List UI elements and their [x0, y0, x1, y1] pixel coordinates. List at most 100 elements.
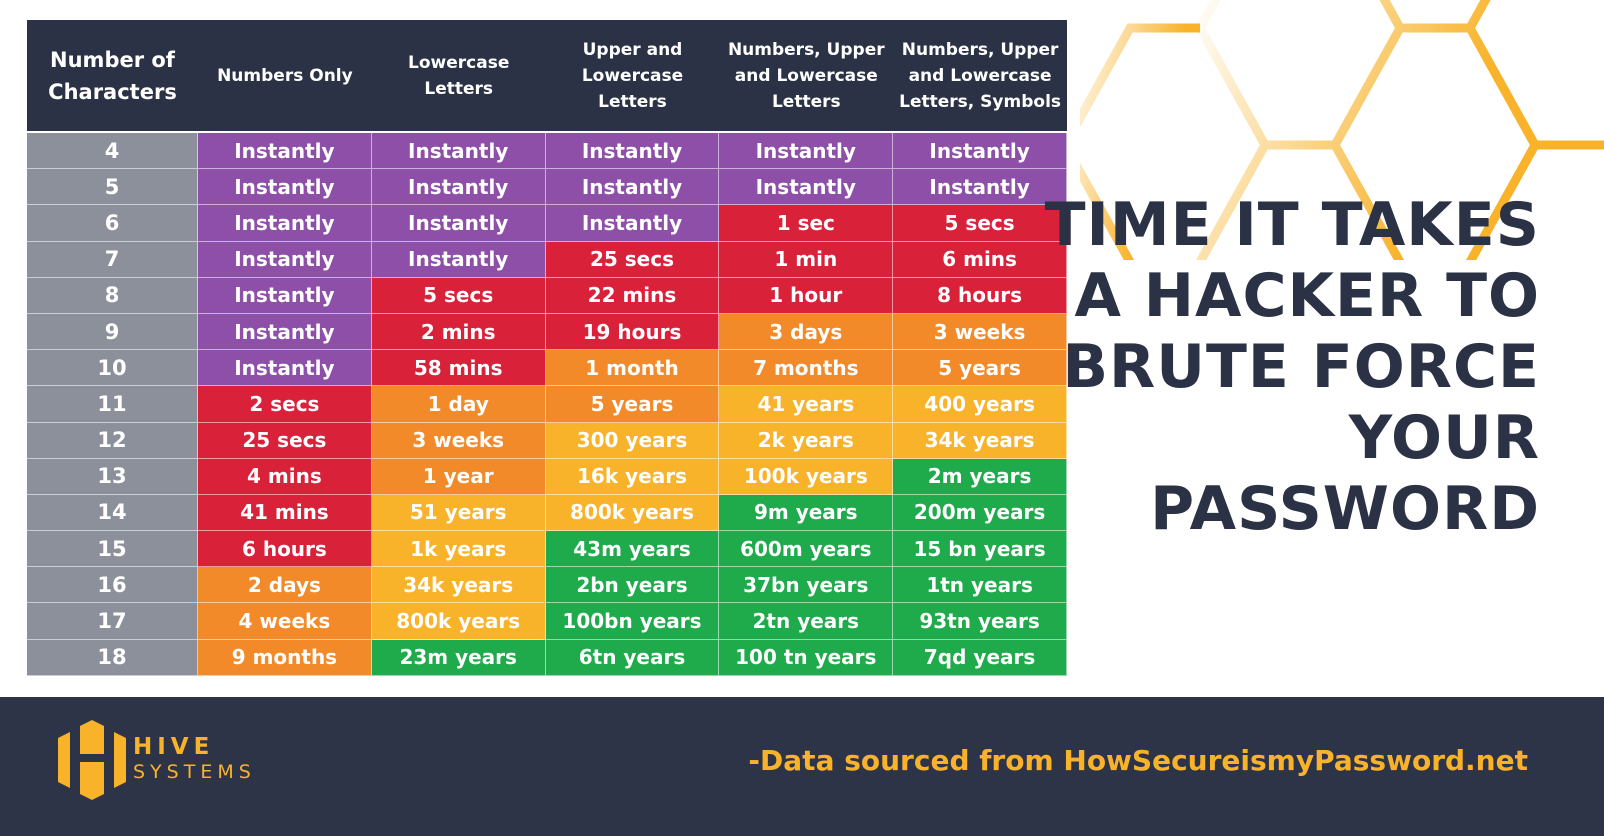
- crack-time-cell: 34k years: [893, 422, 1067, 459]
- crack-time-cell: 100bn years: [545, 603, 720, 640]
- character-count-cell: 18: [27, 639, 198, 676]
- table-body: 4 Instantly Instantly Instantly Instantly Ins…: [27, 133, 1067, 676]
- table-row: 8 Instantly 5 secs 22 mins 1 hour 8 hours: [27, 277, 1067, 314]
- crack-time-cell: 5 years: [545, 386, 720, 423]
- crack-time-cell: Instantly: [893, 169, 1067, 206]
- crack-time-cell: 7qd years: [893, 639, 1067, 676]
- crack-time-cell: 51 years: [371, 494, 546, 532]
- crack-time-cell: Instantly: [719, 169, 894, 206]
- crack-time-cell: 43m years: [545, 531, 720, 568]
- page-title: TIME IT TAKES A HACKER TO BRUTE FORCE YO…: [1045, 190, 1540, 545]
- table-row: 15 6 hours 1k years 43m years 600m years 15 b…: [27, 531, 1067, 568]
- table-row: 13 4 mins 1 year 16k years 100k years 2m year…: [27, 458, 1067, 495]
- character-count-cell: 7: [27, 241, 198, 278]
- character-count-cell: 14: [27, 494, 198, 532]
- crack-time-cell: 1k years: [371, 531, 546, 568]
- crack-time-cell: 25 secs: [545, 241, 720, 278]
- crack-time-cell: 2m years: [893, 458, 1067, 495]
- crack-time-cell: Instantly: [371, 205, 546, 242]
- crack-time-cell: Instantly: [198, 350, 372, 387]
- character-count-cell: 16: [27, 567, 198, 604]
- crack-time-cell: 4 weeks: [198, 603, 372, 640]
- password-table: Number of Characters Numbers Only Lowercas…: [27, 20, 1067, 676]
- crack-time-cell: Instantly: [371, 169, 546, 206]
- crack-time-cell: 100 tn years: [719, 639, 894, 676]
- crack-time-cell: 300 years: [545, 422, 720, 459]
- title-line: PASSWORD: [1150, 474, 1540, 544]
- crack-time-cell: 600m years: [719, 531, 894, 568]
- logo-line-1: HIVE: [133, 734, 215, 760]
- crack-time-cell: 1 day: [371, 386, 546, 423]
- crack-time-cell: 800k years: [545, 494, 720, 532]
- crack-time-cell: 15 bn years: [893, 531, 1067, 568]
- crack-time-cell: 93tn years: [893, 603, 1067, 640]
- crack-time-cell: Instantly: [719, 133, 894, 170]
- table-row: 7 Instantly Instantly 25 secs 1 min 6 mins: [27, 241, 1067, 278]
- logo-line-2: SYSTEMS: [133, 761, 256, 783]
- crack-time-cell: 8 hours: [893, 277, 1067, 314]
- crack-time-cell: 1 min: [719, 241, 894, 278]
- data-source-credit: -Data sourced from HowSecureismyPassword…: [748, 744, 1528, 777]
- crack-time-cell: 3 weeks: [371, 422, 546, 459]
- column-header: Numbers Only: [217, 65, 353, 86]
- table-row: 12 25 secs 3 weeks 300 years 2k years 34k yea…: [27, 422, 1067, 459]
- crack-time-cell: 1tn years: [893, 567, 1067, 604]
- crack-time-cell: 6 mins: [893, 241, 1067, 278]
- column-header: Numbers, Upper and Lowercase Letters: [727, 39, 885, 112]
- title-line: A HACKER TO: [1074, 261, 1540, 331]
- crack-time-cell: 7 months: [719, 350, 894, 387]
- table-row: 5 Instantly Instantly Instantly Instantly Ins…: [27, 169, 1067, 206]
- character-count-cell: 4: [27, 133, 198, 170]
- crack-time-cell: 2 days: [198, 567, 372, 604]
- crack-time-cell: 6tn years: [545, 639, 720, 676]
- crack-time-cell: 25 secs: [198, 422, 372, 459]
- crack-time-cell: 1 hour: [719, 277, 894, 314]
- crack-time-cell: Instantly: [545, 169, 720, 206]
- table-row: 6 Instantly Instantly Instantly 1 sec 5 secs: [27, 205, 1067, 242]
- crack-time-cell: 5 years: [893, 350, 1067, 387]
- table-row: 4 Instantly Instantly Instantly Instantly Ins…: [27, 133, 1067, 170]
- crack-time-cell: Instantly: [198, 277, 372, 314]
- crack-time-cell: 2tn years: [719, 603, 894, 640]
- crack-time-cell: 9m years: [719, 494, 894, 532]
- character-count-cell: 10: [27, 350, 198, 387]
- crack-time-cell: 2bn years: [545, 567, 720, 604]
- crack-time-cell: 16k years: [545, 458, 720, 495]
- crack-time-cell: 19 hours: [545, 313, 720, 351]
- table-row: 11 2 secs 1 day 5 years 41 years 400 years: [27, 386, 1067, 423]
- crack-time-cell: 1 year: [371, 458, 546, 495]
- title-line: YOUR: [1348, 403, 1540, 473]
- honeycomb-decoration: [1080, 0, 1604, 260]
- crack-time-cell: 41 mins: [198, 494, 372, 532]
- crack-time-cell: Instantly: [371, 133, 546, 170]
- crack-time-cell: 5 secs: [893, 205, 1067, 242]
- logo-text: HIVE SYSTEMS: [133, 735, 256, 785]
- crack-time-cell: 3 days: [719, 313, 894, 351]
- column-header: Numbers, Upper and Lowercase Letters, Sy…: [899, 39, 1062, 112]
- crack-time-cell: 41 years: [719, 386, 894, 423]
- table-row: 14 41 mins 51 years 800k years 9m years 200m …: [27, 494, 1067, 532]
- crack-time-cell: Instantly: [198, 241, 372, 278]
- character-count-cell: 15: [27, 531, 198, 568]
- title-line: TIME IT TAKES: [1044, 190, 1540, 260]
- table-row: 9 Instantly 2 mins 19 hours 3 days 3 weeks: [27, 313, 1067, 351]
- character-count-cell: 6: [27, 205, 198, 242]
- character-count-cell: 12: [27, 422, 198, 459]
- crack-time-cell: 200m years: [893, 494, 1067, 532]
- crack-time-cell: 4 mins: [198, 458, 372, 495]
- crack-time-cell: 100k years: [719, 458, 894, 495]
- crack-time-cell: Instantly: [893, 133, 1067, 170]
- table-header: Number of Characters Numbers Only Lowercas…: [27, 20, 1067, 131]
- crack-time-cell: 800k years: [371, 603, 546, 640]
- crack-time-cell: 2k years: [719, 422, 894, 459]
- crack-time-cell: Instantly: [198, 205, 372, 242]
- crack-time-cell: 37bn years: [719, 567, 894, 604]
- character-count-cell: 9: [27, 313, 198, 351]
- column-header: Lowercase Letters: [408, 52, 510, 99]
- hive-logo-icon: [58, 720, 126, 800]
- crack-time-cell: Instantly: [198, 313, 372, 351]
- table-row: 17 4 weeks 800k years 100bn years 2tn years 9…: [27, 603, 1067, 640]
- crack-time-cell: 1 month: [545, 350, 720, 387]
- crack-time-cell: Instantly: [198, 133, 372, 170]
- crack-time-cell: Instantly: [198, 169, 372, 206]
